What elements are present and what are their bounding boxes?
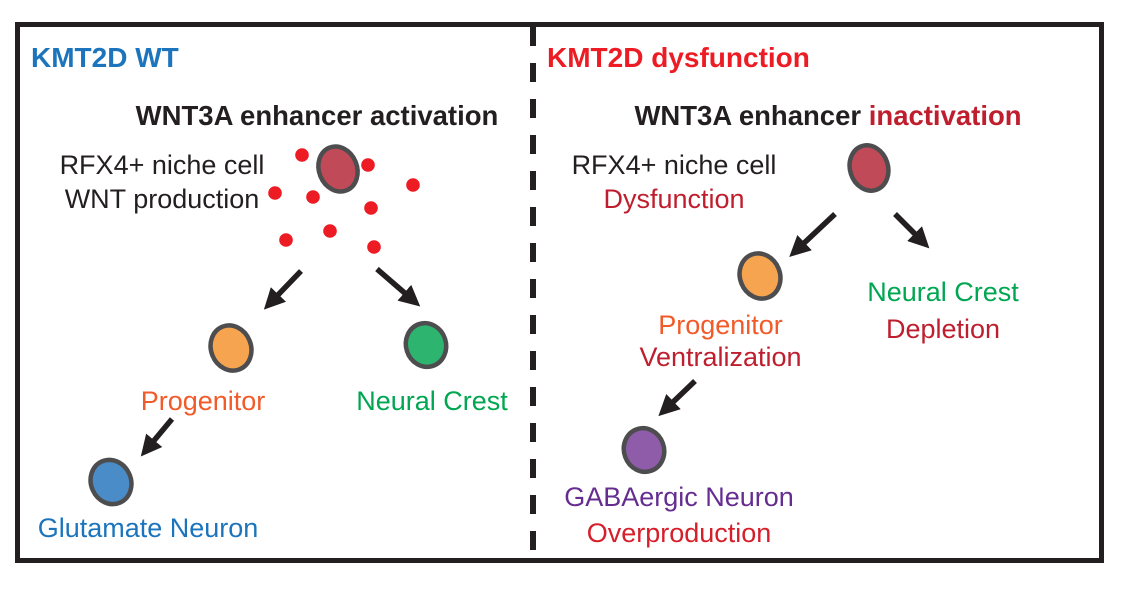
ventralization-label: Ventralization	[639, 342, 802, 372]
arrow-progenitor-to-gaba	[658, 379, 697, 417]
right-panel-subtitle: WNT3A enhancer inactivation	[618, 99, 1038, 132]
progenitor-label-line1: Progenitor	[658, 310, 783, 340]
wnt-dot	[361, 158, 375, 172]
wnt-dot	[306, 190, 320, 204]
arrow-niche-to-neural-crest-left	[375, 266, 421, 307]
subtitle-red-part: inactivation	[868, 100, 1022, 131]
wnt-dot	[295, 148, 309, 162]
glutamate-neuron-cell	[88, 457, 134, 507]
depletion-label: Depletion	[885, 314, 1001, 344]
niche-cell-label-line2: WNT production	[64, 184, 260, 214]
wnt-molecule-dots	[268, 148, 420, 254]
arrow-niche-to-neural-crest-right	[893, 212, 930, 249]
wnt-dot	[367, 240, 381, 254]
niche-cell-label-line1: RFX4+ niche cell	[571, 150, 777, 180]
neural-crest-label-right: Neural Crest Depletion	[853, 274, 1033, 348]
progenitor-label-right: Progenitor Ventralization	[628, 309, 813, 373]
gaba-neuron-label: GABAergic Neuron Overproduction	[543, 479, 815, 551]
left-panel-title: KMT2D WT	[31, 42, 179, 73]
progenitor-cell-left	[208, 323, 254, 373]
right-panel-title: KMT2D dysfunction	[547, 42, 810, 73]
gaba-label-line1: GABAergic Neuron	[564, 482, 794, 512]
wnt-dot	[279, 233, 293, 247]
niche-cell-label-left: RFX4+ niche cell WNT production	[33, 148, 291, 216]
niche-cell-left	[316, 144, 360, 194]
wnt-dot	[364, 201, 378, 215]
niche-dysfunction-label: Dysfunction	[603, 184, 745, 214]
progenitor-cell-right	[737, 251, 783, 301]
figure-border	[15, 22, 1104, 563]
neural-crest-label-line1: Neural Crest	[867, 277, 1019, 307]
progenitor-label-left: Progenitor	[140, 386, 266, 416]
arrow-progenitor-to-glutamate	[140, 417, 175, 457]
left-panel-subtitle: WNT3A enhancer activation	[135, 100, 499, 131]
arrow-niche-to-progenitor-left	[263, 269, 303, 310]
wnt-dot	[406, 178, 420, 192]
overproduction-label: Overproduction	[586, 518, 772, 548]
wnt-dot	[268, 186, 282, 200]
subtitle-black-part: WNT3A enhancer	[634, 100, 869, 131]
neural-crest-label-left: Neural Crest	[356, 386, 508, 416]
wnt-dot	[323, 224, 337, 238]
niche-cell-label-right: RFX4+ niche cell Dysfunction	[563, 148, 785, 216]
glutamate-neuron-label: Glutamate Neuron	[37, 513, 259, 543]
niche-cell-label-line1: RFX4+ niche cell	[59, 150, 265, 180]
gaba-neuron-cell	[621, 425, 667, 475]
neural-crest-cell	[403, 320, 449, 370]
niche-cell-right	[847, 143, 891, 193]
arrow-niche-to-progenitor-right	[789, 211, 837, 257]
